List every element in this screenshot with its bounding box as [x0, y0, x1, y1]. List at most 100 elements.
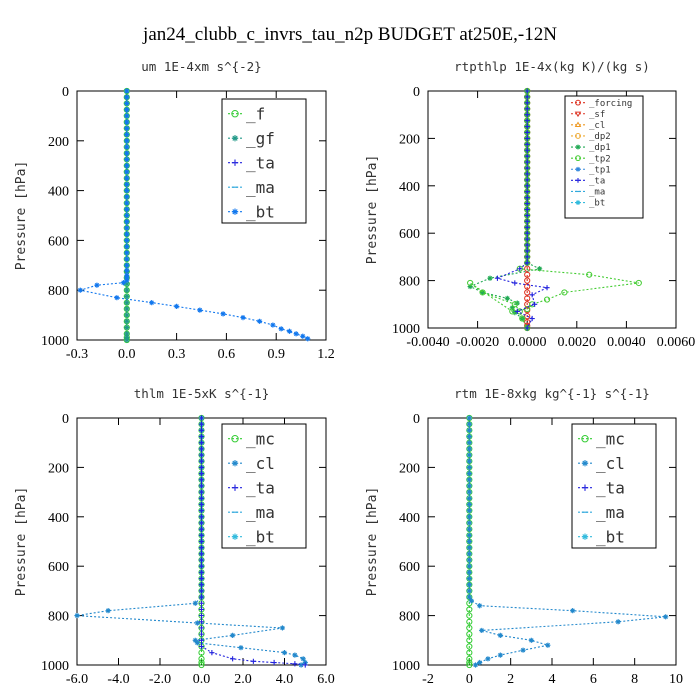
data-point [194, 640, 200, 646]
data-point [497, 652, 503, 658]
data-point [124, 200, 130, 206]
y-tick-label: 200 [48, 461, 69, 476]
legend-marker [231, 135, 239, 142]
data-point [524, 195, 530, 201]
data-point [528, 637, 534, 643]
data-point [198, 619, 205, 625]
data-point [198, 575, 205, 582]
data-point [524, 153, 530, 159]
data-point [466, 446, 472, 452]
x-tick-label: 0 [466, 672, 473, 687]
data-point [466, 631, 473, 638]
data-point [466, 649, 473, 656]
data-point [124, 287, 130, 293]
x-tick-label: 0.0040 [607, 335, 646, 350]
data-point [466, 452, 472, 458]
data-point [305, 336, 311, 342]
y-tick-label: 800 [399, 275, 420, 290]
legend-marker [575, 155, 581, 162]
data-point [194, 620, 200, 626]
data-point [519, 315, 526, 322]
data-point [124, 337, 130, 343]
data-point [124, 188, 130, 194]
data-point [124, 150, 130, 156]
data-point [524, 224, 530, 230]
data-point [302, 662, 308, 668]
data-point [494, 275, 501, 281]
data-point [466, 643, 473, 650]
data-point [198, 526, 205, 532]
legend-marker [231, 435, 239, 443]
data-point [466, 526, 472, 532]
data-point [120, 280, 127, 286]
legend-box [221, 423, 307, 549]
y-tick-label: 600 [399, 227, 420, 242]
legend-label: _gf [246, 129, 275, 148]
y-tick-label: 800 [48, 284, 69, 299]
legend-label: _cl [596, 454, 625, 473]
panel-3: thlm 1E-5xK s^{-1} Pressure [hPa] -6.0 -4.0… [14, 386, 335, 687]
data-point [124, 163, 130, 169]
legend-label: _tp2 [589, 154, 611, 164]
legend-label: _forcing [589, 99, 632, 109]
data-point [477, 659, 483, 666]
panel-title: rtm 1E-8xkg kg^{-1} s^{-1} [454, 386, 650, 401]
x-tick-label: 10 [669, 672, 683, 687]
data-point [238, 645, 244, 651]
data-point [124, 331, 130, 337]
data-point [124, 324, 130, 331]
data-point [300, 656, 306, 662]
data-point [124, 262, 130, 268]
data-point [94, 282, 100, 288]
data-point [472, 662, 479, 668]
data-point [124, 169, 130, 175]
data-point [124, 237, 130, 243]
y-tick-label: 600 [48, 560, 69, 575]
x-tick-label: 8 [631, 672, 638, 687]
data-point [198, 532, 205, 538]
data-point [198, 446, 205, 452]
data-point [198, 440, 205, 446]
panel-4: rtm 1E-8xkg kg^{-1} s^{-1} Pressure [hPa]… [365, 386, 683, 687]
panel-1: um 1E-4xm s^{-2} Pressure [hPa] -0.3 0.0 0.3… [14, 59, 335, 362]
legend-marker [574, 111, 582, 118]
legend-label: _tp1 [589, 165, 611, 175]
data-point [271, 659, 277, 666]
y-tick-label: 1000 [392, 659, 420, 674]
y-tick-label: 0 [62, 85, 69, 100]
legend-box [571, 423, 657, 549]
data-point [529, 292, 535, 298]
data-point [257, 318, 263, 324]
data-point [124, 219, 130, 225]
data-point [124, 94, 130, 100]
data-point [124, 306, 130, 312]
data-point [524, 141, 530, 147]
x-tick-label: -4.0 [107, 672, 129, 687]
x-tick-label: -0.0040 [406, 335, 449, 350]
data-point [466, 508, 472, 514]
data-point [466, 464, 472, 470]
data-point [524, 230, 530, 236]
data-point [198, 563, 205, 569]
legend-marker [575, 166, 581, 172]
x-tick-label: -2 [422, 672, 434, 687]
data-point [114, 295, 120, 301]
y-tick-label: 0 [413, 85, 420, 100]
data-point [198, 458, 205, 464]
data-point [124, 267, 130, 273]
data-point [192, 637, 198, 643]
data-point [124, 131, 130, 138]
x-tick-label: 6 [590, 672, 597, 687]
data-point [524, 177, 530, 183]
data-point [466, 659, 473, 666]
x-tick-label: -0.3 [66, 347, 88, 362]
data-point [198, 483, 205, 489]
data-point [198, 631, 205, 637]
y-tick-label: 400 [399, 511, 420, 526]
data-point [466, 557, 472, 563]
data-point [198, 661, 205, 669]
data-point [209, 650, 215, 656]
data-point [524, 236, 530, 242]
data-point [524, 183, 530, 189]
